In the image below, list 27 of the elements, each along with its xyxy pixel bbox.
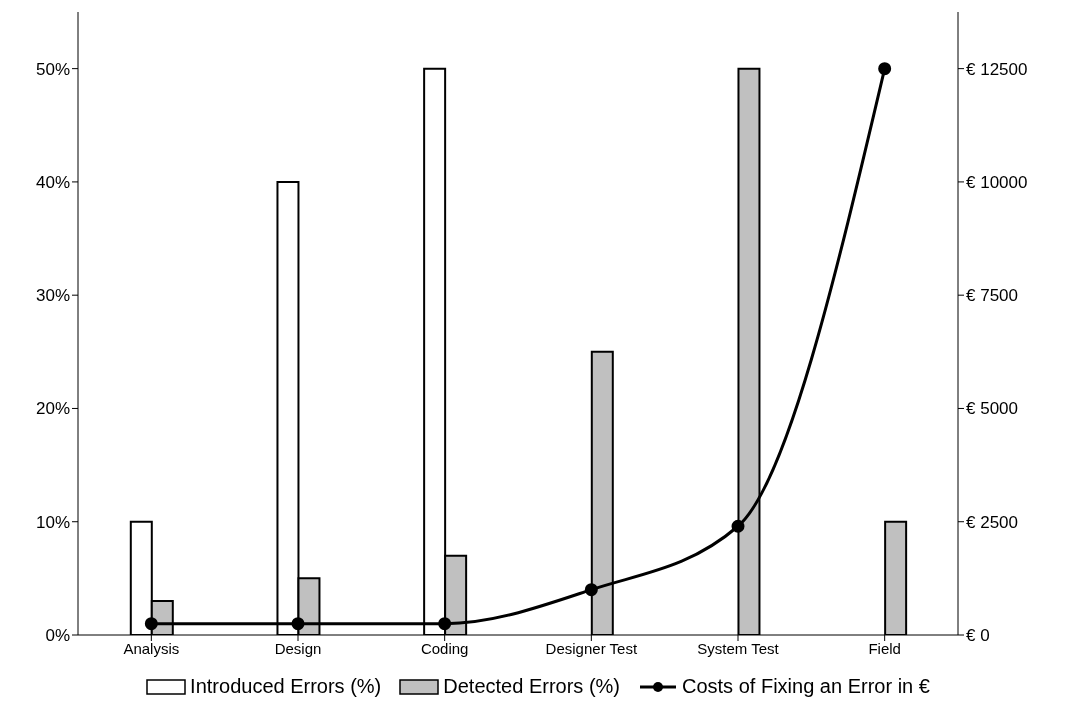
x-tick-label: Coding	[420, 639, 469, 657]
y2-tick-label: € 7500	[966, 286, 1018, 306]
point	[291, 617, 305, 631]
y2-tick-label: € 2500	[966, 512, 1018, 532]
point	[144, 617, 158, 631]
legend-label: Introduced Errors (%)	[190, 675, 382, 698]
x-tick-label: Analysis	[123, 639, 180, 657]
y-tick-label: 20%	[35, 399, 70, 419]
point	[731, 519, 745, 533]
y2-tick-label: € 10000	[966, 172, 1028, 192]
y-tick-label: 30%	[35, 286, 70, 306]
legend-label: Costs of Fixing an Error in €	[682, 675, 930, 698]
legend-label: Detected Errors (%)	[443, 675, 620, 698]
y-tick-label: 40%	[35, 172, 70, 192]
y-tick-label: 10%	[35, 512, 70, 532]
x-tick-label: System Test	[697, 639, 780, 657]
x-tick-label: Design	[274, 639, 322, 657]
x-tick-label: Field	[868, 639, 901, 657]
point	[878, 62, 892, 76]
point	[584, 583, 598, 597]
point	[438, 617, 452, 631]
x-tick-label: Designer Test	[545, 639, 638, 657]
y2-tick-label: € 5000	[966, 399, 1018, 419]
y-tick-label: 0%	[45, 626, 70, 646]
y2-tick-label: € 0	[966, 626, 990, 646]
y-tick-label: 50%	[35, 59, 70, 79]
y2-tick-label: € 12500	[966, 59, 1028, 79]
